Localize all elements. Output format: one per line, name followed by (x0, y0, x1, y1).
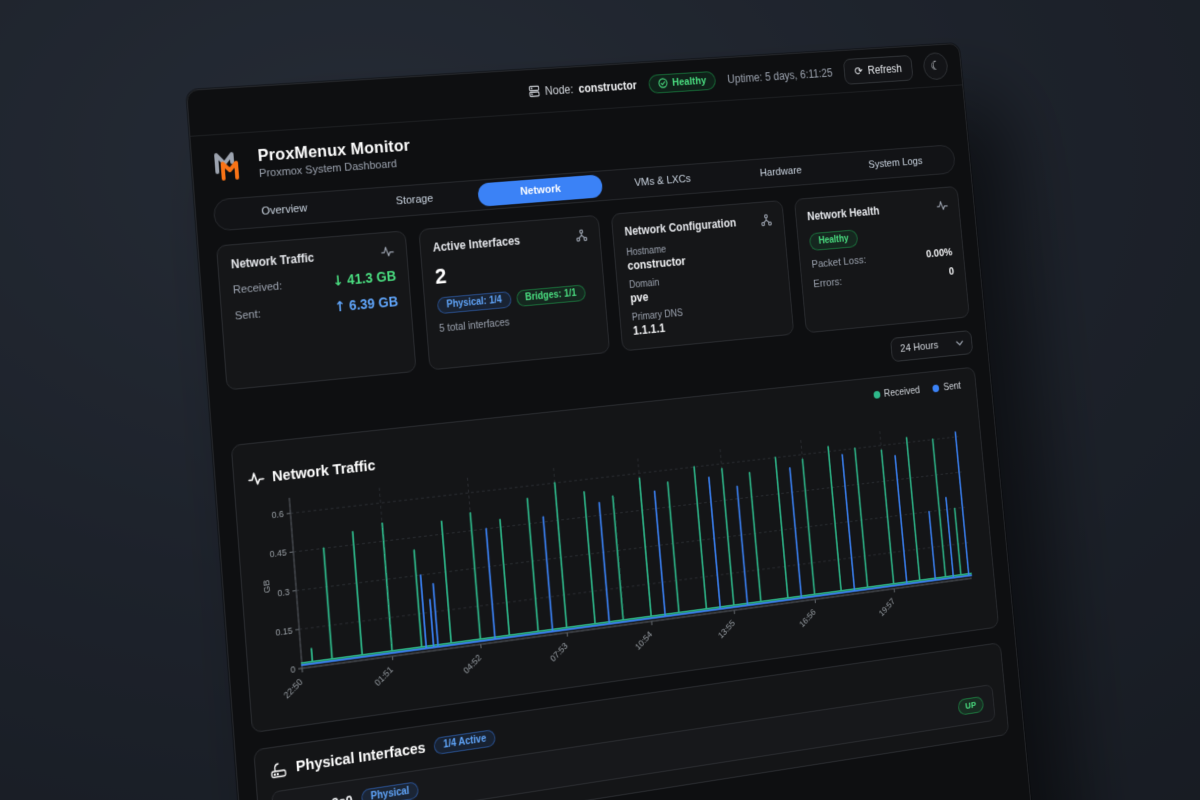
time-range-select[interactable]: 24 Hours (890, 329, 974, 363)
svg-text:01:51: 01:51 (373, 664, 395, 688)
active-interfaces-count: 2 (434, 263, 448, 289)
svg-text:19:57: 19:57 (877, 596, 896, 618)
network-traffic-card-title: Network Traffic (230, 250, 315, 272)
dark-mode-toggle[interactable]: ☾ (922, 51, 949, 81)
svg-text:07:53: 07:53 (548, 641, 569, 664)
svg-text:16:56: 16:56 (798, 607, 818, 629)
dashboard-panel: Node: constructor Healthy Uptime: 5 days… (186, 42, 1050, 800)
proxmenux-logo (214, 152, 240, 181)
check-circle-icon (658, 78, 668, 89)
svg-text:0.45: 0.45 (269, 548, 287, 560)
physical-interfaces-title: Physical Interfaces (295, 739, 427, 776)
health-status-badge: Healthy (808, 229, 859, 252)
tab-network[interactable]: Network (477, 174, 604, 207)
server-icon (528, 85, 541, 98)
svg-text:0.15: 0.15 (275, 625, 293, 638)
legend-dot (873, 390, 881, 399)
refresh-button[interactable]: ⟳ Refresh (842, 54, 914, 85)
svg-text:10:54: 10:54 (633, 629, 654, 652)
hierarchy-icon (760, 213, 773, 227)
uptime-text: Uptime: 5 days, 6:11:25 (726, 65, 834, 86)
node-label: Node: (544, 82, 574, 98)
network-configuration-card: Network Configuration Hostname construct… (610, 199, 795, 352)
activity-icon (247, 470, 265, 487)
interface-type-badge: Physical (360, 781, 420, 800)
active-interfaces-card-title: Active Interfaces (432, 233, 521, 255)
node-indicator: Node: constructor (528, 78, 638, 98)
refresh-label: Refresh (867, 61, 903, 77)
health-badge-label: Healthy (671, 74, 707, 89)
errors-value: 0 (948, 266, 955, 278)
legend-item-sent: Sent (932, 380, 961, 394)
refresh-icon: ⟳ (853, 63, 864, 78)
network-nodes-icon (575, 228, 589, 242)
health-badge: Healthy (648, 70, 717, 94)
network-health-card: Network Health Healthy Packet Loss: 0.00… (793, 185, 970, 334)
svg-text:13:55: 13:55 (716, 618, 736, 640)
svg-text:04:52: 04:52 (462, 652, 484, 675)
traffic-chart: 0 0.15 0.3 0.45 0.6 22:50 01:51 04:52 07:53 10:54… (261, 412, 986, 701)
packet-loss-value: 0.00% (925, 246, 953, 261)
svg-text:0.3: 0.3 (277, 586, 290, 598)
activity-icon (380, 244, 394, 259)
activity-icon (936, 199, 948, 213)
network-traffic-chart-card: Received Sent Network Traffic 0 0.15 0.3 0.4… (230, 366, 1000, 734)
svg-text:0.6: 0.6 (271, 509, 284, 521)
up-arrow-icon: ↑ (333, 298, 347, 316)
tab-hardware[interactable]: Hardware (721, 157, 839, 188)
chevron-down-icon (956, 340, 964, 346)
svg-text:22:50: 22:50 (282, 677, 305, 701)
interface-name: enp3s0 (309, 792, 353, 800)
time-range-value: 24 Hours (899, 339, 939, 355)
errors-label: Errors: (812, 276, 843, 291)
app-header: ProxMenux Monitor Proxmox System Dashboa… (190, 85, 967, 194)
network-health-card-title: Network Health (806, 204, 880, 224)
router-icon (269, 760, 288, 779)
node-value: constructor (578, 78, 638, 96)
network-traffic-card: Network Traffic Received: ↓ 41.3 GB Sent… (215, 230, 417, 391)
svg-text:0: 0 (290, 664, 296, 675)
tab-vms-lxcs[interactable]: VMs & LXCs (601, 165, 723, 197)
network-configuration-card-title: Network Configuration (624, 216, 737, 239)
sent-label: Sent: (234, 307, 262, 323)
received-value: 41.3 GB (346, 267, 397, 288)
sent-value: 6.39 GB (348, 293, 399, 314)
moon-icon: ☾ (929, 58, 942, 74)
tab-overview[interactable]: Overview (217, 193, 351, 227)
active-count-badge: 1/4 Active (433, 729, 497, 756)
down-arrow-icon: ↓ (331, 273, 345, 290)
tab-system-logs[interactable]: System Logs (838, 148, 953, 179)
physical-count-badge: Physical: 1/4 (436, 291, 512, 315)
packet-loss-label: Packet Loss: (811, 254, 867, 271)
bridges-count-badge: Bridges: 1/1 (515, 284, 586, 308)
active-interfaces-card: Active Interfaces 2 Physical: 1/4 Bridge… (418, 214, 611, 371)
received-label: Received: (232, 279, 283, 297)
tab-storage[interactable]: Storage (349, 184, 479, 217)
total-interfaces-note: 5 total interfaces (438, 316, 511, 335)
svg-text:GB: GB (261, 579, 272, 594)
interface-status-badge: UP (957, 695, 985, 716)
legend-dot (932, 384, 940, 393)
